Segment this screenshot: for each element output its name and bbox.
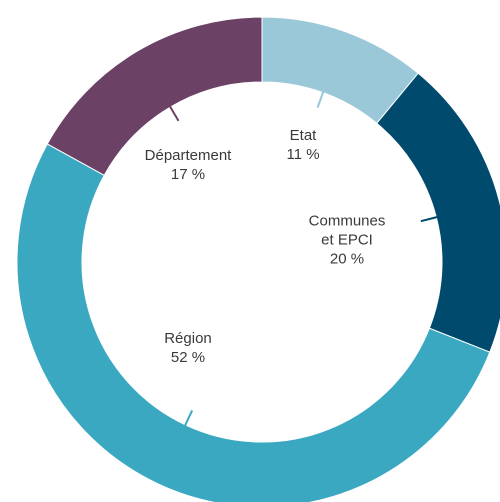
leader-line: [168, 104, 180, 122]
slice-label: Communes et EPCI 20 %: [309, 212, 386, 269]
slice-label: Région 52 %: [164, 329, 212, 367]
leader-line: [316, 90, 325, 109]
value-label: 20 %: [329, 250, 365, 268]
category-label: Département: [144, 147, 232, 164]
slice-label: Département 17 %: [145, 146, 232, 184]
slice-label: Etat 11 %: [286, 126, 319, 164]
donut-slice: [376, 72, 500, 353]
leader-line: [183, 409, 194, 428]
leader-line: [420, 215, 439, 223]
donut-slice: [46, 16, 263, 176]
value-label: 11 %: [286, 146, 320, 163]
donut-slice: [16, 143, 491, 502]
value-label: 52 %: [170, 349, 206, 366]
category-label: Communes et EPCI: [308, 212, 386, 249]
category-label: Région: [164, 330, 212, 347]
value-label: 17 %: [170, 166, 206, 183]
category-label: Etat: [289, 127, 317, 144]
